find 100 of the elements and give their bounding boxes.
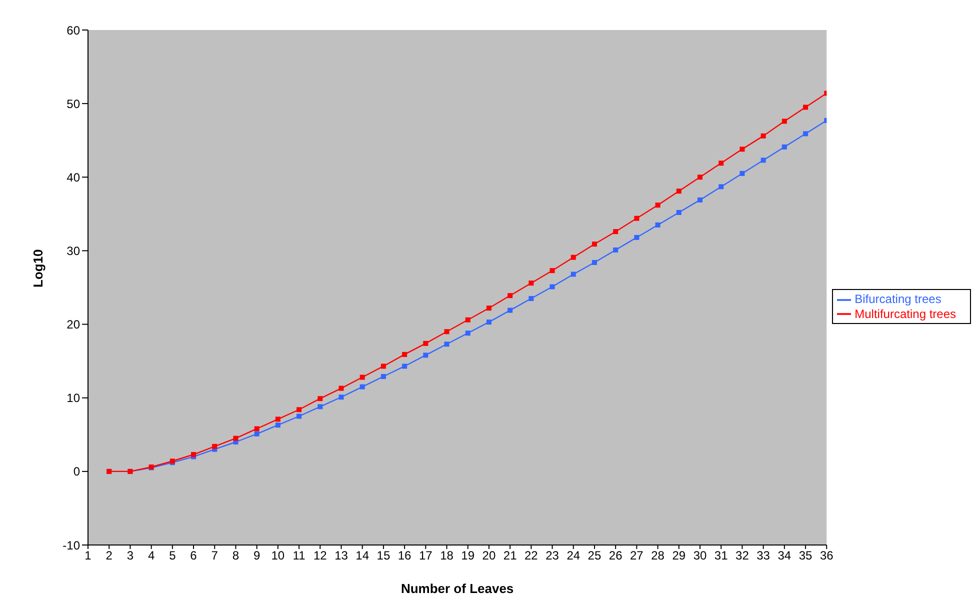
x-tick-label: 22 <box>524 548 538 563</box>
point <box>613 247 618 252</box>
point <box>465 317 470 322</box>
point <box>592 242 597 247</box>
y-tick-label: 50 <box>66 96 80 111</box>
point <box>655 202 660 208</box>
x-tick-label: 24 <box>566 548 580 563</box>
point <box>803 131 808 136</box>
point <box>718 184 724 190</box>
y-tick-label: 40 <box>66 170 80 184</box>
x-tick-label: 32 <box>736 548 750 563</box>
y-axis-title: Log10 <box>30 249 46 288</box>
x-tick-label: 16 <box>398 548 412 563</box>
y-tick-label: 10 <box>66 391 80 406</box>
point <box>676 188 682 194</box>
point <box>212 444 218 449</box>
point <box>254 431 260 436</box>
x-tick-label: 6 <box>190 548 198 563</box>
point <box>760 133 766 138</box>
x-tick-label: 10 <box>271 548 285 563</box>
x-tick-label: 15 <box>376 548 390 563</box>
y-tick-label: 60 <box>66 23 80 38</box>
point <box>570 254 576 260</box>
point <box>380 364 386 369</box>
x-tick-label: 2 <box>106 548 113 563</box>
point <box>613 229 618 234</box>
point <box>233 436 238 441</box>
x-tick-label: 30 <box>693 548 707 563</box>
x-tick-label: 31 <box>714 548 728 563</box>
point <box>486 320 492 325</box>
point <box>528 296 534 302</box>
point <box>634 216 640 221</box>
x-tick-label: 26 <box>608 548 623 563</box>
point <box>275 422 280 428</box>
x-tick-label: 27 <box>630 548 644 563</box>
point <box>423 352 428 358</box>
point <box>254 426 260 432</box>
point <box>402 352 408 357</box>
point <box>360 384 365 390</box>
x-tick-label: 29 <box>672 548 686 563</box>
x-tick-label: 11 <box>292 548 306 563</box>
point <box>740 170 745 176</box>
x-tick-label: 4 <box>148 548 155 563</box>
point <box>444 342 450 347</box>
x-tick-label: 19 <box>461 548 475 563</box>
x-tick-label: 5 <box>169 548 176 563</box>
x-axis-title: Number of Leaves <box>400 581 514 596</box>
x-tick-label: 28 <box>651 548 665 563</box>
point <box>338 386 344 391</box>
x-tick-label: 20 <box>482 548 496 563</box>
point <box>782 144 787 150</box>
point <box>634 234 640 240</box>
point <box>676 210 682 215</box>
x-tick-label: 35 <box>798 548 813 563</box>
point <box>423 340 428 346</box>
point <box>550 268 555 274</box>
legend-label: Multifurcating trees <box>854 306 956 320</box>
point <box>360 374 365 380</box>
point <box>508 308 513 313</box>
point <box>296 407 302 412</box>
point <box>486 306 492 311</box>
x-tick-label: 13 <box>334 548 348 563</box>
x-tick-label: 25 <box>588 548 602 563</box>
x-tick-label: 9 <box>253 548 260 563</box>
point <box>318 404 323 410</box>
point <box>698 197 703 202</box>
point <box>698 174 703 180</box>
x-tick-label: 3 <box>126 548 134 563</box>
point <box>275 416 280 422</box>
point <box>402 364 408 369</box>
legend-label: Bifurcating trees <box>854 292 942 306</box>
point <box>570 272 576 277</box>
point <box>718 160 724 166</box>
point <box>550 284 555 290</box>
x-tick-label: 34 <box>778 548 792 563</box>
point <box>296 414 302 419</box>
point <box>782 118 787 124</box>
point <box>318 396 323 402</box>
y-tick-label: 20 <box>66 318 80 332</box>
point <box>444 329 450 334</box>
x-tick-label: 33 <box>756 548 770 563</box>
x-tick-label: 18 <box>440 548 454 563</box>
point <box>508 293 513 298</box>
point <box>338 394 344 400</box>
x-tick-label: 14 <box>356 548 370 563</box>
x-tick-label: 21 <box>503 548 518 563</box>
y-tick-label: 0 <box>73 464 80 479</box>
point <box>380 374 386 380</box>
x-tick-label: 12 <box>313 548 328 563</box>
x-tick-label: 7 <box>211 548 218 563</box>
y-tick-label: 30 <box>66 244 80 258</box>
x-tick-label: 8 <box>232 548 240 563</box>
x-tick-label: 1 <box>84 548 92 563</box>
point <box>528 280 534 286</box>
x-tick-label: 23 <box>546 548 560 563</box>
point <box>740 146 745 152</box>
point <box>760 158 766 163</box>
point <box>655 222 660 228</box>
x-tick-label: 17 <box>418 548 433 563</box>
x-tick-label: 36 <box>820 548 834 563</box>
